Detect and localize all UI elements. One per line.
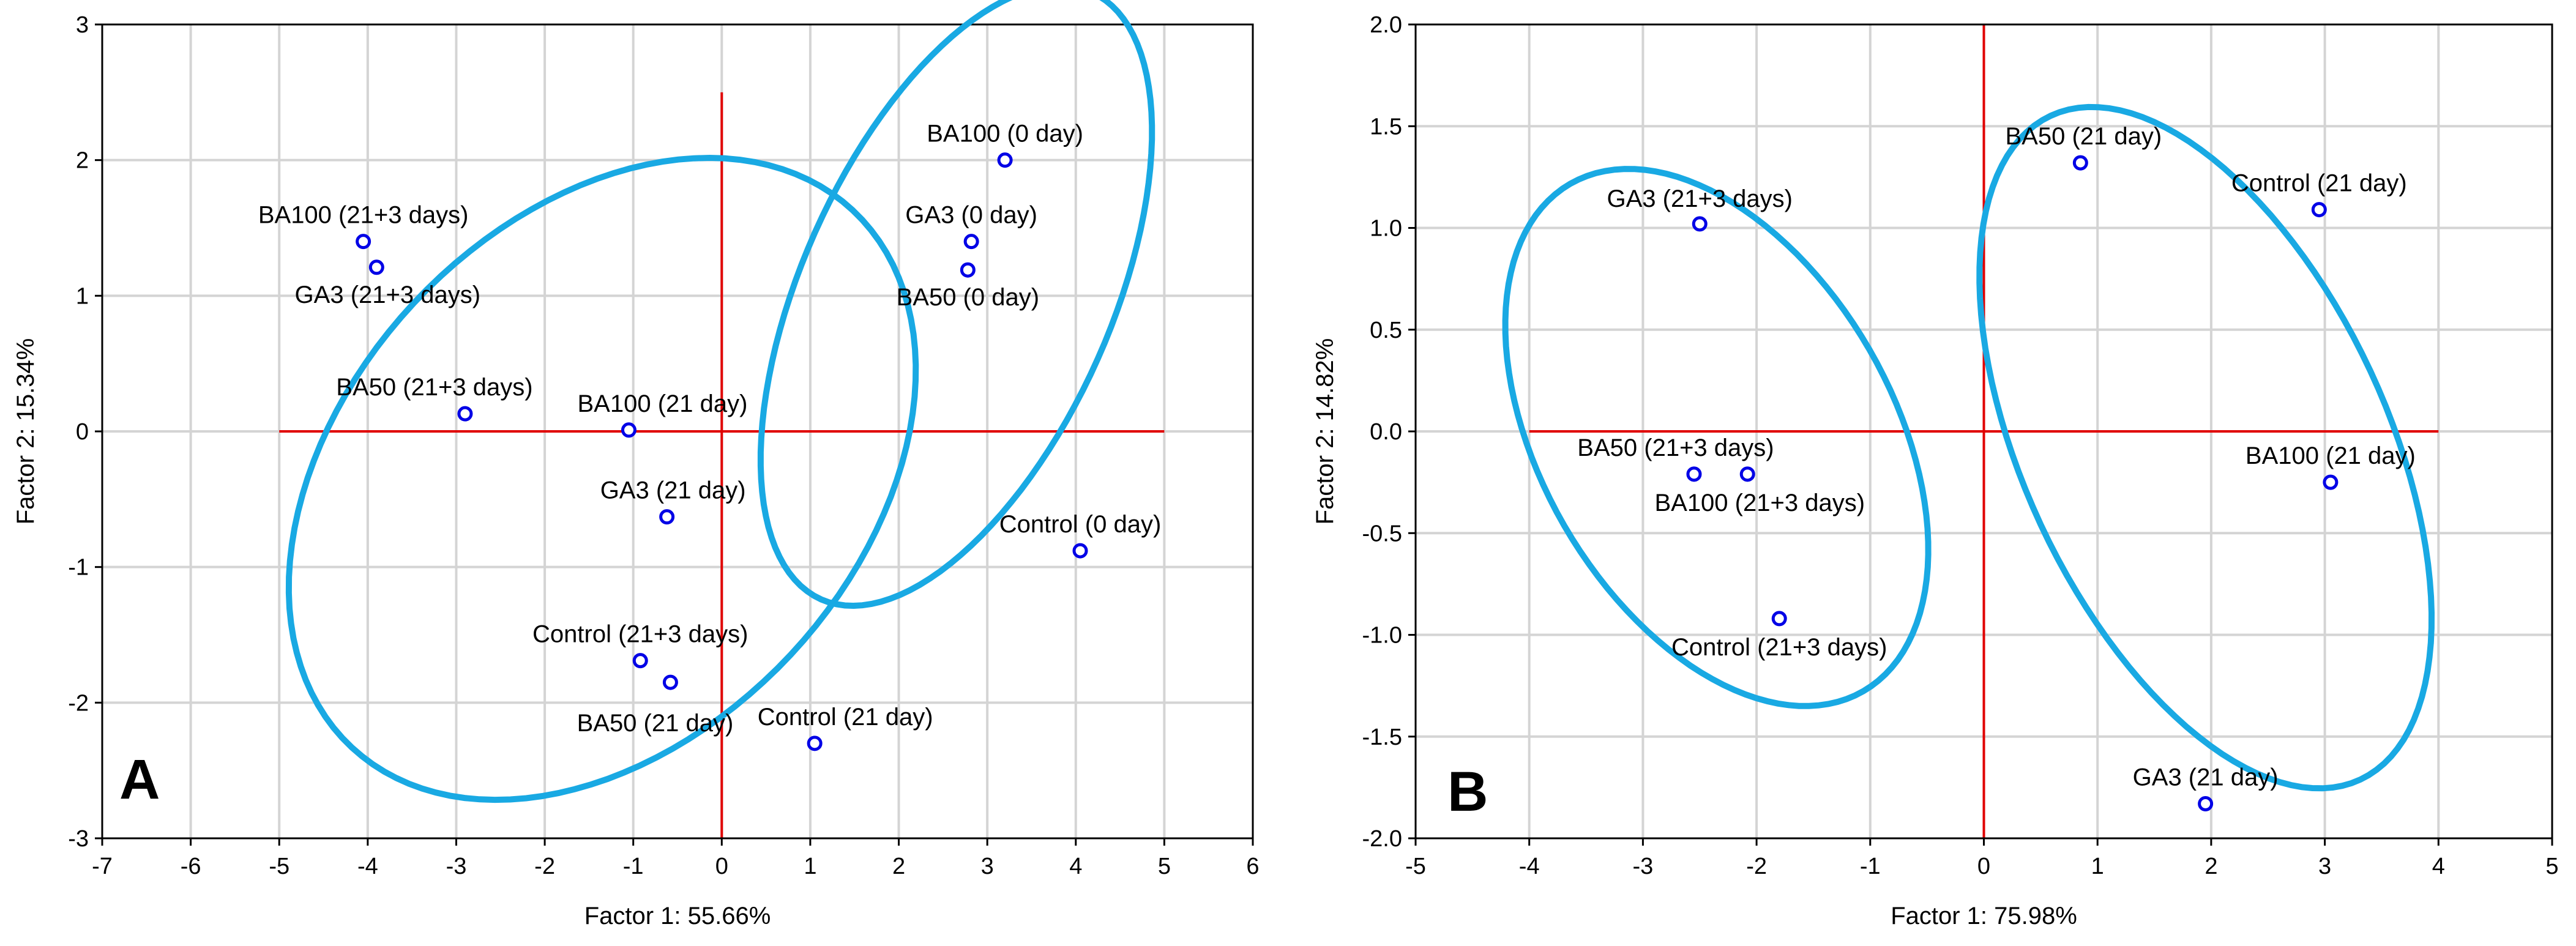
x-tick-label: -5 <box>1405 854 1426 879</box>
data-point-label: BA100 (21+3 days) <box>1654 490 1865 516</box>
x-tick-label: -4 <box>357 854 378 879</box>
data-point-ba50-0-day[interactable] <box>960 262 976 278</box>
data-point-label: GA3 (21+3 days) <box>295 281 481 308</box>
x-tick-label: 2 <box>892 854 905 879</box>
chart-panel-b: -5 -4 -3 -2 -1 0 1 2 3 4 5 -2.0 -1.5 -1.0 -0.5 0.0 0.5 1.… <box>1312 12 2559 929</box>
data-point-ba100-21-3-days[interactable] <box>1739 466 1755 482</box>
x-tick-label: -2 <box>1746 854 1767 879</box>
y-tick-label: 1 <box>76 283 89 309</box>
data-point-label: Control (21 day) <box>2231 170 2407 197</box>
y-tick-label: 1.0 <box>1370 216 1402 242</box>
y-tick-label: 3 <box>76 12 89 38</box>
y-tick-label: -1 <box>68 555 89 581</box>
y-tick-label: -1.0 <box>1362 623 1402 649</box>
data-point-control-0-day[interactable] <box>1072 543 1088 559</box>
chart-panel-a: -7 -6 -5 -4 -3 -2 -1 0 1 2 3 4 5 6 -3 -2 -1 0 1 2 3 Factor 1:… <box>12 0 1260 929</box>
group-ellipse <box>1502 166 1932 709</box>
y-tick-label: -3 <box>68 826 89 852</box>
x-tick-label: 5 <box>2545 854 2558 879</box>
x-tick-label: -1 <box>1860 854 1881 879</box>
y-tick-label: -1.5 <box>1362 724 1402 750</box>
data-point-label: BA100 (0 day) <box>927 121 1083 147</box>
data-point-label: Control (21 day) <box>758 704 933 731</box>
data-point-ba100-21-3-days[interactable] <box>356 234 371 250</box>
x-tick-label: 4 <box>2432 854 2445 879</box>
x-tick-label: -2 <box>534 854 555 879</box>
y-tick-label: -0.5 <box>1362 521 1402 546</box>
group-ellipse <box>1976 103 2435 792</box>
y-axis-label: Factor 2: 14.82% <box>1312 338 1338 525</box>
x-tick-label: -3 <box>446 854 467 879</box>
x-tick-label: -3 <box>1633 854 1654 879</box>
group-ellipse <box>757 0 1155 609</box>
data-point-label: BA100 (21 day) <box>2246 442 2416 469</box>
data-point-label: Control (21+3 days) <box>1671 634 1887 661</box>
y-tick-label: 0.0 <box>1370 419 1402 445</box>
x-axis-label: Factor 1: 55.66% <box>584 903 771 929</box>
x-tick-label: 6 <box>1246 854 1259 879</box>
data-point-label: BA100 (21+3 days) <box>258 202 469 229</box>
y-axis-label: Factor 2: 15.34% <box>12 338 39 525</box>
x-tick-label: 1 <box>2091 854 2104 879</box>
data-point-control-21-3-days[interactable] <box>632 653 648 669</box>
data-point-ba100-0-day[interactable] <box>997 152 1013 168</box>
x-tick-label: 3 <box>981 854 994 879</box>
data-point-ba100-21-day[interactable] <box>2323 474 2339 490</box>
data-point-label: BA50 (21 day) <box>2005 123 2162 150</box>
x-tick-label: 4 <box>1069 854 1082 879</box>
x-tick-label: 1 <box>804 854 816 879</box>
data-point-label: BA50 (21+3 days) <box>1577 434 1774 461</box>
data-point-label: BA50 (21+3 days) <box>336 374 532 401</box>
data-point-label: GA3 (21 day) <box>600 477 746 504</box>
panel-letter: A <box>119 748 160 811</box>
x-tick-label: 5 <box>1158 854 1171 879</box>
data-point-label: BA50 (21 day) <box>577 710 734 737</box>
data-point-label: GA3 (21 day) <box>2133 764 2279 791</box>
data-point-ba50-21-3-days[interactable] <box>457 406 473 422</box>
x-tick-label: 3 <box>2318 854 2331 879</box>
data-point-label: Control (0 day) <box>999 511 1162 538</box>
x-tick-label: 0 <box>1977 854 1990 879</box>
data-point-label: BA50 (0 day) <box>897 284 1039 311</box>
data-point-ga3-21-day[interactable] <box>659 509 675 525</box>
data-point-label: GA3 (21+3 days) <box>1607 185 1793 212</box>
data-point-control-21-day[interactable] <box>807 736 823 751</box>
y-tick-label: -2.0 <box>1362 826 1402 852</box>
data-point-ba50-21-day[interactable] <box>662 674 678 690</box>
data-point-ga3-21-3-days[interactable] <box>368 259 384 275</box>
x-tick-label: 0 <box>715 854 728 879</box>
data-point-ga3-0-day[interactable] <box>963 234 979 250</box>
y-tick-label: 2.0 <box>1370 12 1402 38</box>
x-tick-label: -6 <box>181 854 201 879</box>
data-point-control-21-3-days[interactable] <box>1771 611 1787 627</box>
x-tick-label: -4 <box>1519 854 1540 879</box>
data-point-ga3-21-3-days[interactable] <box>1692 216 1708 232</box>
y-tick-label: 2 <box>76 148 89 174</box>
data-point-ba50-21-3-days[interactable] <box>1686 466 1702 482</box>
y-tick-label: 0.5 <box>1370 318 1402 343</box>
data-point-label: GA3 (0 day) <box>905 202 1037 229</box>
y-tick-label: 1.5 <box>1370 114 1402 140</box>
panel-letter: B <box>1447 761 1488 823</box>
data-point-ba100-21-day[interactable] <box>621 422 637 438</box>
x-tick-label: -5 <box>269 854 289 879</box>
x-tick-label: -7 <box>92 854 113 879</box>
group-ellipse <box>285 154 919 803</box>
y-tick-label: -2 <box>68 690 89 716</box>
data-point-ba50-21-day[interactable] <box>2072 155 2088 171</box>
data-point-label: BA100 (21 day) <box>577 390 747 417</box>
data-point-label: Control (21+3 days) <box>532 621 748 648</box>
x-tick-label: 2 <box>2205 854 2217 879</box>
data-point-ga3-21-day[interactable] <box>2198 795 2214 811</box>
data-point-control-21-day[interactable] <box>2311 202 2327 218</box>
x-tick-label: -1 <box>623 854 644 879</box>
x-axis-label: Factor 1: 75.98% <box>1891 903 2077 929</box>
y-tick-label: 0 <box>76 419 89 445</box>
